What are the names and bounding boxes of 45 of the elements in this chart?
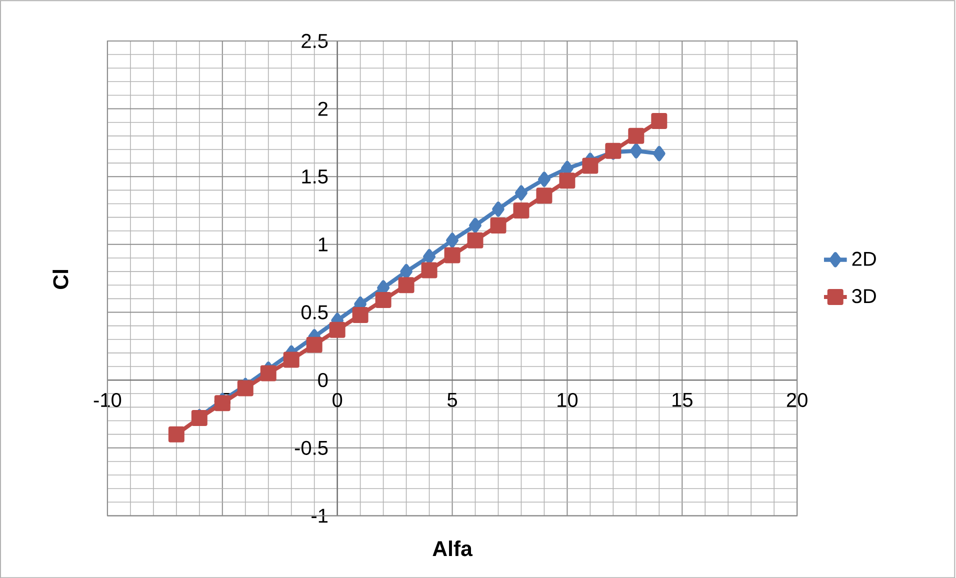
point	[490, 217, 506, 234]
y-tick-label: -1	[312, 508, 328, 523]
point	[536, 188, 552, 204]
point	[375, 292, 392, 308]
point	[306, 336, 322, 353]
x-tick-label: 5	[448, 392, 457, 407]
point	[467, 232, 484, 248]
point	[283, 352, 300, 368]
point	[398, 277, 414, 294]
y-tick-label: 1.5	[302, 170, 328, 184]
x-tick-label: 15	[672, 392, 692, 407]
x-axis-title: Alfa	[432, 540, 473, 556]
point	[237, 380, 254, 396]
point	[515, 185, 528, 200]
point	[329, 322, 346, 338]
point	[630, 143, 642, 158]
y-axis-title: Cl	[52, 270, 68, 289]
point	[423, 248, 436, 264]
legend-label: 3D	[852, 288, 876, 304]
point	[469, 218, 482, 233]
point	[652, 146, 666, 162]
point	[446, 232, 458, 248]
point	[559, 172, 576, 189]
point	[628, 128, 644, 144]
point	[421, 262, 438, 278]
x-tick-label: -10	[94, 392, 122, 407]
point	[168, 426, 184, 442]
point	[400, 264, 412, 280]
y-tick-label: 1	[318, 237, 328, 252]
point	[651, 112, 668, 129]
point	[352, 306, 368, 323]
y-tick-label: 0	[318, 372, 328, 388]
point	[492, 201, 504, 217]
point	[582, 158, 598, 174]
point	[260, 365, 276, 382]
point	[444, 247, 460, 264]
x-tick-label: 0	[332, 392, 342, 407]
x-tick-label: 10	[558, 392, 578, 407]
y-tick-label: -0.5	[294, 440, 328, 455]
x-tick-label: 20	[786, 392, 808, 407]
point	[513, 202, 530, 218]
point	[538, 172, 550, 187]
legend-label: 2D	[852, 252, 876, 266]
y-tick-label: 2	[318, 102, 328, 116]
y-tick-label: 0.5	[301, 305, 328, 320]
